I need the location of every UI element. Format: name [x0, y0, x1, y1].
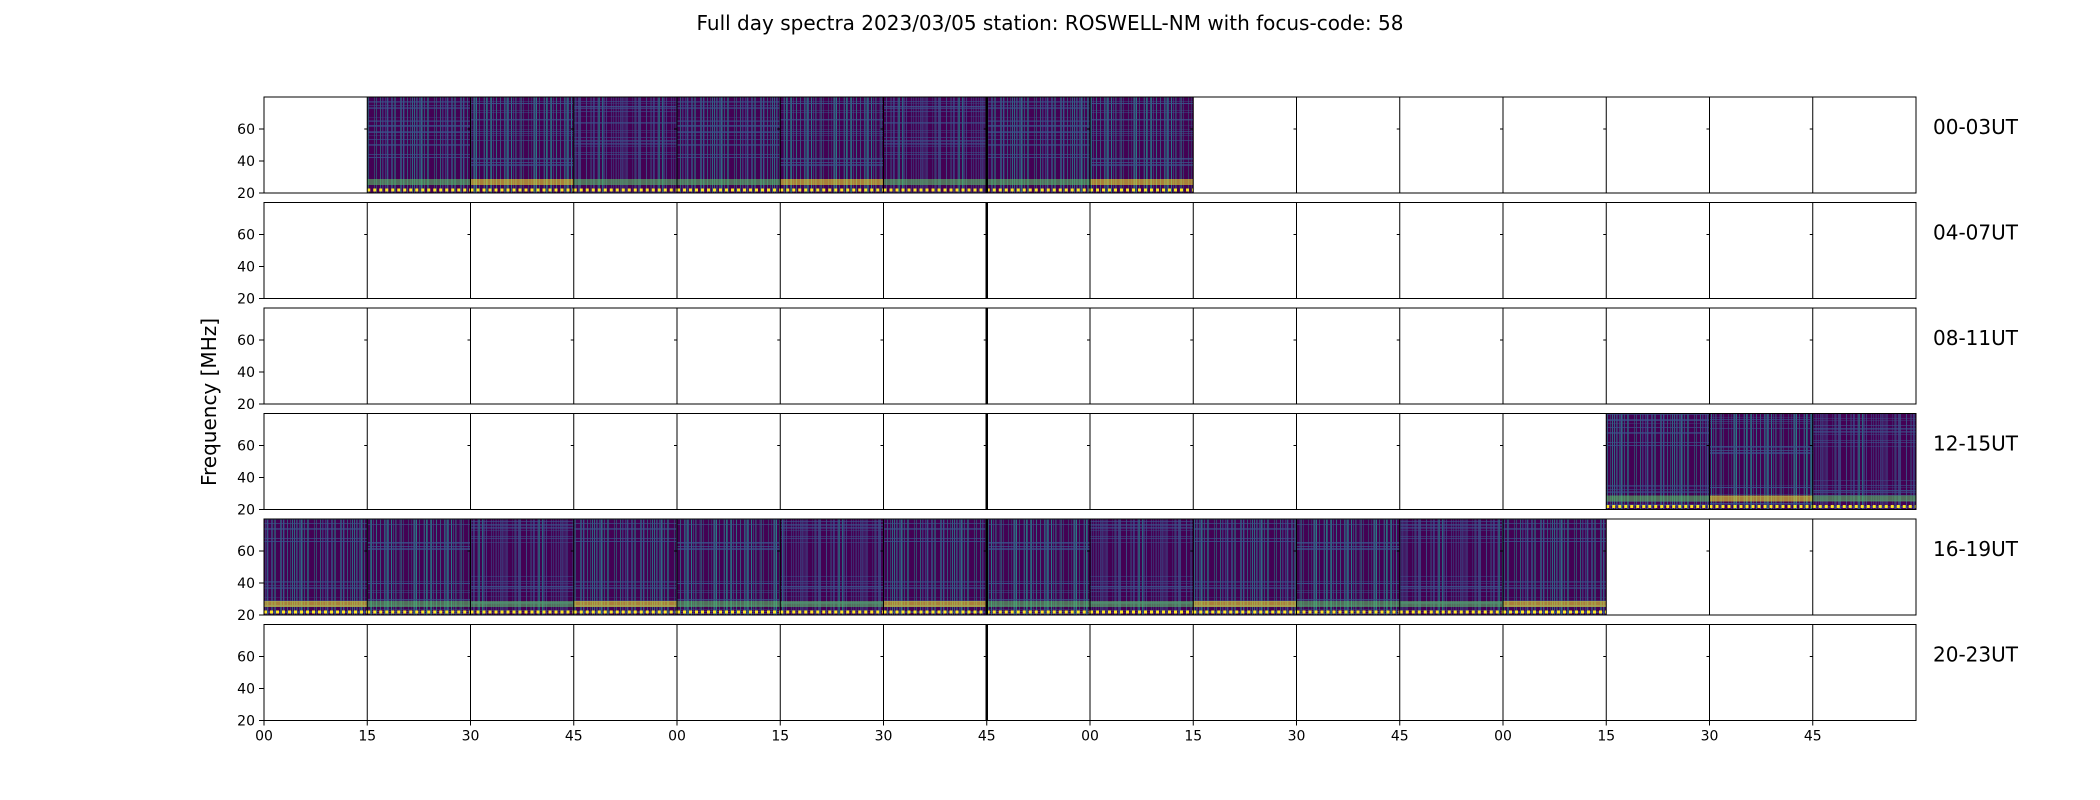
spectrogram-segment — [1709, 413, 1813, 510]
x-tick-label: 45 — [1391, 729, 1409, 745]
x-tick-label: 15 — [358, 729, 376, 745]
x-tick-label: 15 — [1184, 729, 1202, 745]
spectrogram-band — [986, 601, 1090, 607]
spectrogram-band — [677, 601, 781, 607]
panel-row-04-07UT: 20 40 60 04-07UT — [237, 202, 2019, 308]
spectrogram-segment — [367, 519, 471, 615]
x-tick-label: 00 — [668, 729, 686, 745]
spectrogram-band — [1709, 495, 1813, 502]
row-label: 16-19UT — [1933, 537, 2019, 561]
x-tick-label: 15 — [771, 729, 789, 745]
spectrogram-segment — [1296, 519, 1400, 615]
spectrogram-segment — [986, 519, 1090, 615]
row-label: 12-15UT — [1933, 432, 2019, 456]
y-tick-label: 20 — [237, 503, 255, 519]
spectrogram-segment — [677, 519, 781, 615]
x-tick-label: 15 — [1597, 729, 1615, 745]
x-tick-label: 00 — [255, 729, 273, 745]
spectrogram-band — [1296, 601, 1400, 607]
spectrogram-segment — [470, 97, 574, 193]
spectrogram-segment — [1193, 519, 1297, 615]
y-axis-label: Frequency [MHz] — [197, 318, 221, 486]
y-tick-label: 20 — [237, 186, 255, 202]
x-tick-label: 45 — [1804, 729, 1822, 745]
spectrogram-band — [264, 601, 368, 607]
spectrogram-segment — [573, 97, 677, 193]
y-tick-label: 20 — [237, 608, 255, 624]
spectrogram-segment — [1606, 413, 1710, 510]
x-tick-label: 45 — [978, 729, 996, 745]
y-tick-label: 40 — [237, 576, 255, 592]
spectrogram-band — [1399, 601, 1503, 607]
panel-row-20-23UT: 20 40 60 20-23UT — [237, 624, 2019, 730]
spectrogram-band — [1606, 495, 1710, 502]
y-tick-label: 60 — [237, 650, 255, 666]
spectrogram-band — [883, 179, 987, 185]
spectrogram-band — [1090, 179, 1194, 185]
spectrogram-band — [677, 179, 781, 185]
panel-row-08-11UT: 20 40 60 08-11UT — [237, 307, 2019, 413]
panel-row-12-15UT: 20 40 60 12-15UT — [237, 413, 2019, 519]
spectrogram-segment — [573, 519, 677, 615]
spectrogram-band — [1503, 601, 1607, 607]
y-tick-label: 40 — [237, 260, 255, 276]
spectrogram-band — [367, 179, 471, 185]
spectrogram-segment — [264, 519, 368, 615]
spectrogram-segment — [677, 97, 781, 193]
x-tick-label: 30 — [1701, 729, 1719, 745]
spectrogram-segment — [1090, 519, 1194, 615]
x-tick-label: 30 — [462, 729, 480, 745]
spectrogram-segment — [780, 97, 884, 193]
panel-row-16-19UT: 20 40 60 16-19UT — [237, 518, 2019, 624]
y-tick-label: 20 — [237, 292, 255, 308]
spectrogram-band — [573, 601, 677, 607]
spectrogram-segment — [780, 519, 884, 615]
spectrogram-band — [986, 179, 1090, 185]
row-label: 04-07UT — [1933, 221, 2019, 245]
spectrogram-band — [883, 601, 987, 607]
y-tick-label: 60 — [237, 228, 255, 244]
y-tick-label: 40 — [237, 154, 255, 170]
row-label: 08-11UT — [1933, 326, 2019, 350]
spectrogram-segment — [883, 97, 987, 193]
x-tick-label: 45 — [565, 729, 583, 745]
spectrogram-band — [780, 179, 884, 185]
spectrogram-band — [470, 179, 574, 185]
y-tick-label: 20 — [237, 714, 255, 730]
y-tick-label: 40 — [237, 682, 255, 698]
spectrogram-band — [1812, 495, 1916, 502]
y-tick-label: 60 — [237, 122, 255, 138]
x-tick-label: 00 — [1494, 729, 1512, 745]
y-tick-label: 60 — [237, 544, 255, 560]
spectrogram-segment — [986, 97, 1090, 193]
x-tick-label: 30 — [1288, 729, 1306, 745]
y-tick-label: 40 — [237, 471, 255, 487]
x-axis: 00 15 30 45 00 15 30 45 00 15 30 45 00 15 30 45 — [255, 720, 1822, 745]
y-tick-label: 60 — [237, 333, 255, 349]
spectrogram-band — [573, 179, 677, 185]
spectrogram-segment — [1503, 519, 1607, 615]
spectrogram-segment — [1090, 97, 1194, 193]
spectrogram-segment — [1812, 413, 1916, 510]
x-tick-label: 30 — [875, 729, 893, 745]
spectrogram-band — [367, 601, 471, 607]
row-label: 00-03UT — [1933, 115, 2019, 139]
row-label: 20-23UT — [1933, 643, 2019, 667]
spectrogram-segment — [883, 519, 987, 615]
spectrogram-segment — [367, 97, 471, 193]
spectrogram-band — [470, 601, 574, 607]
spectrogram-segment — [1399, 519, 1503, 615]
spectrogram-band — [1090, 601, 1194, 607]
spectrogram-segment — [470, 519, 574, 615]
spectrogram-band — [780, 601, 884, 607]
y-tick-label: 40 — [237, 365, 255, 381]
panel-row-00-03UT: 20 40 60 00-03UT — [237, 96, 2019, 202]
spectrogram-band — [1193, 601, 1297, 607]
x-tick-label: 00 — [1081, 729, 1099, 745]
y-tick-label: 60 — [237, 439, 255, 455]
y-tick-label: 20 — [237, 397, 255, 413]
chart-title: Full day spectra 2023/03/05 station: ROS… — [697, 11, 1404, 35]
